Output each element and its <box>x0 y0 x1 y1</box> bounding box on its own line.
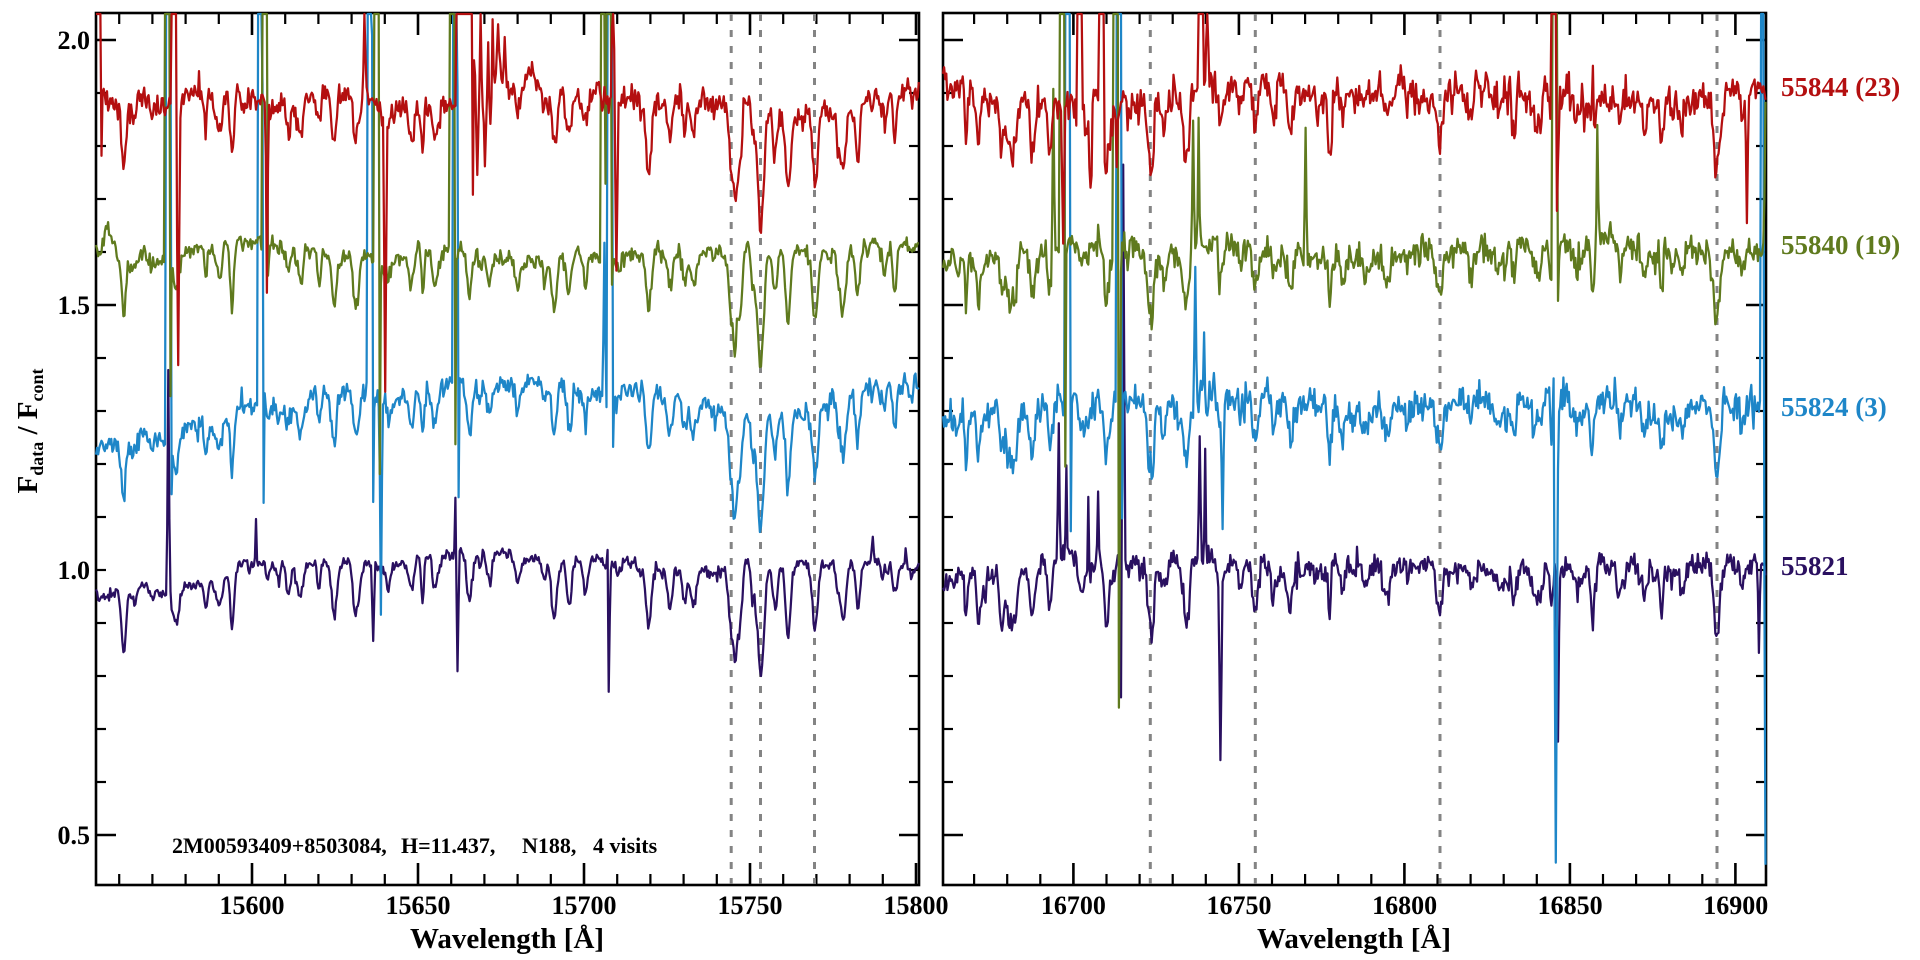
svg-text:H=11.437,: H=11.437, <box>401 833 495 858</box>
svg-text:1.0: 1.0 <box>58 556 91 585</box>
svg-text:16800: 16800 <box>1372 891 1437 920</box>
svg-text:2M00593409+8503084,: 2M00593409+8503084, <box>172 833 387 858</box>
svg-text:Wavelength [Å]: Wavelength [Å] <box>410 923 604 955</box>
svg-text:55844 (23): 55844 (23) <box>1781 72 1900 102</box>
svg-text:15750: 15750 <box>718 891 783 920</box>
svg-text:1.5: 1.5 <box>58 291 91 320</box>
svg-text:2.0: 2.0 <box>58 26 91 55</box>
svg-text:55821: 55821 <box>1781 551 1849 581</box>
svg-text:0.5: 0.5 <box>58 821 91 850</box>
svg-text:N188,: N188, <box>522 833 576 858</box>
svg-text:15650: 15650 <box>386 891 451 920</box>
svg-text:15600: 15600 <box>220 891 285 920</box>
svg-text:16750: 16750 <box>1207 891 1272 920</box>
svg-text:15700: 15700 <box>552 891 617 920</box>
svg-text:55824 (3): 55824 (3) <box>1781 392 1887 422</box>
svg-text:16700: 16700 <box>1041 891 1106 920</box>
svg-text:55840 (19): 55840 (19) <box>1781 230 1900 260</box>
svg-text:Wavelength [Å]: Wavelength [Å] <box>1257 923 1451 955</box>
svg-text:16850: 16850 <box>1538 891 1603 920</box>
svg-text:15800: 15800 <box>884 891 949 920</box>
svg-text:16900: 16900 <box>1703 891 1768 920</box>
svg-text:Fdata / Fcont: Fdata / Fcont <box>12 368 47 493</box>
svg-text:4 visits: 4 visits <box>593 833 658 858</box>
